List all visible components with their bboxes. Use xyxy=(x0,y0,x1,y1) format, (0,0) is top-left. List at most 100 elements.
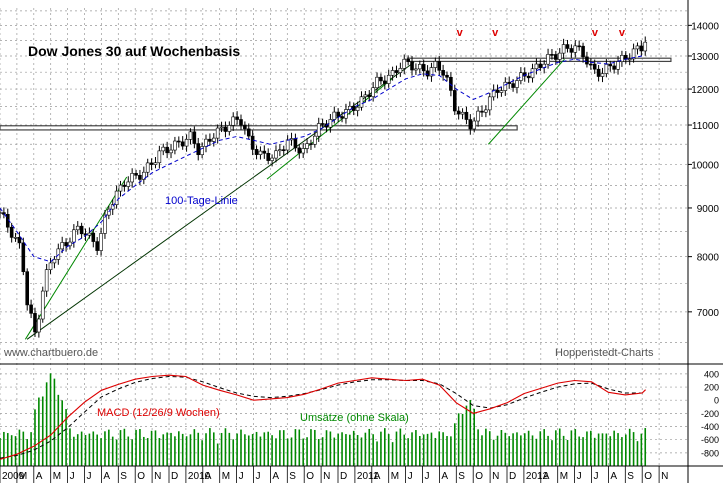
candle-body xyxy=(491,89,496,98)
candle-body xyxy=(398,68,403,73)
month-label: S xyxy=(289,471,296,482)
candle-body xyxy=(103,214,107,234)
candle-body xyxy=(122,184,127,187)
candle-body xyxy=(130,173,134,183)
candle-body xyxy=(643,41,648,52)
candle-body xyxy=(211,137,216,142)
candle-body xyxy=(386,74,391,84)
macd-label: MACD (12/26/9 Wochen) xyxy=(97,407,220,419)
candle-body xyxy=(200,146,204,156)
candle-body xyxy=(13,237,18,239)
candle-body xyxy=(344,109,348,119)
trend-line xyxy=(488,58,565,145)
candle-body xyxy=(538,63,543,68)
candle-body xyxy=(507,81,511,84)
candle-body xyxy=(75,225,80,231)
candle-body xyxy=(433,61,438,68)
month-label: 2012 xyxy=(526,471,549,482)
candle-body xyxy=(402,58,407,69)
candle-body xyxy=(52,259,57,264)
candle-body xyxy=(468,119,473,130)
price-tick-label: 9000 xyxy=(697,204,720,215)
candle-body xyxy=(425,70,430,77)
candle-body xyxy=(246,128,251,137)
price-tick-label: 8000 xyxy=(697,253,720,264)
candle-body xyxy=(95,241,99,251)
candle-body xyxy=(239,119,243,126)
candle-body xyxy=(484,109,488,113)
candle-body xyxy=(301,148,305,154)
candle-body xyxy=(258,150,263,155)
candle-body xyxy=(499,90,504,93)
month-label: D xyxy=(171,471,178,482)
price-bars xyxy=(0,36,648,338)
month-label: O xyxy=(137,471,145,482)
candle-body xyxy=(215,127,220,139)
price-axis: 7000 8000 9000 10000 11000 12000 13000 14000 xyxy=(688,21,720,319)
candle-body xyxy=(631,48,636,60)
macd-tick-label: -200 xyxy=(701,409,719,419)
candle-body xyxy=(91,232,96,242)
candle-body xyxy=(394,70,399,73)
candle-body xyxy=(2,212,6,215)
candle-body xyxy=(635,45,640,50)
candle-body xyxy=(184,139,189,147)
candle-body xyxy=(44,269,49,292)
candle-body xyxy=(180,141,185,147)
candle-body xyxy=(511,83,515,88)
month-label: S xyxy=(120,471,127,482)
top-marker: v xyxy=(457,27,464,39)
candle-body xyxy=(604,64,609,74)
macd-line xyxy=(0,374,646,460)
candle-body xyxy=(437,61,442,71)
candle-body xyxy=(530,68,535,79)
candle-body xyxy=(177,140,181,143)
macd-tick-label: -400 xyxy=(701,422,719,432)
candle-body xyxy=(118,184,123,192)
price-tick-label: 10000 xyxy=(691,160,719,171)
candle-body xyxy=(223,126,228,132)
candle-body xyxy=(250,135,255,150)
month-label: N xyxy=(154,471,161,482)
macd-tick-label: 400 xyxy=(704,369,719,379)
price-tick-label: 14000 xyxy=(691,21,719,32)
month-label: N xyxy=(492,471,499,482)
month-label: A xyxy=(36,471,43,482)
macd-tick-label: 200 xyxy=(704,383,719,393)
candle-body xyxy=(534,63,539,70)
candle-body xyxy=(557,52,562,60)
candle-body xyxy=(355,106,360,111)
candle-body xyxy=(421,64,426,72)
month-label: J xyxy=(70,471,75,482)
candle-body xyxy=(173,140,177,151)
price-tick-label: 11000 xyxy=(692,121,720,132)
month-label: M xyxy=(391,471,399,482)
candle-body xyxy=(487,96,492,111)
candle-body xyxy=(138,174,142,180)
month-label: J xyxy=(239,471,244,482)
candle-body xyxy=(589,63,593,66)
chart-title: Dow Jones 30 auf Wochenbasis xyxy=(28,43,240,59)
month-label: M xyxy=(560,471,568,482)
candle-body xyxy=(359,96,364,108)
candle-body xyxy=(581,45,585,58)
candle-body xyxy=(596,68,601,77)
resistance-zone xyxy=(0,125,518,131)
grid xyxy=(0,8,688,466)
watermark-right: Hoppenstedt-Charts xyxy=(555,347,654,359)
month-label: O xyxy=(644,471,652,482)
candle-body xyxy=(165,146,169,154)
candle-body xyxy=(99,233,103,251)
candle-body xyxy=(9,226,14,238)
month-label: S xyxy=(627,471,634,482)
candle-body xyxy=(169,149,173,154)
candle-body xyxy=(293,138,298,149)
candle-body xyxy=(585,56,589,65)
candle-body xyxy=(79,225,84,235)
candle-body xyxy=(383,80,387,84)
candle-body xyxy=(375,76,379,89)
month-label: O xyxy=(306,471,314,482)
candle-body xyxy=(639,45,644,52)
